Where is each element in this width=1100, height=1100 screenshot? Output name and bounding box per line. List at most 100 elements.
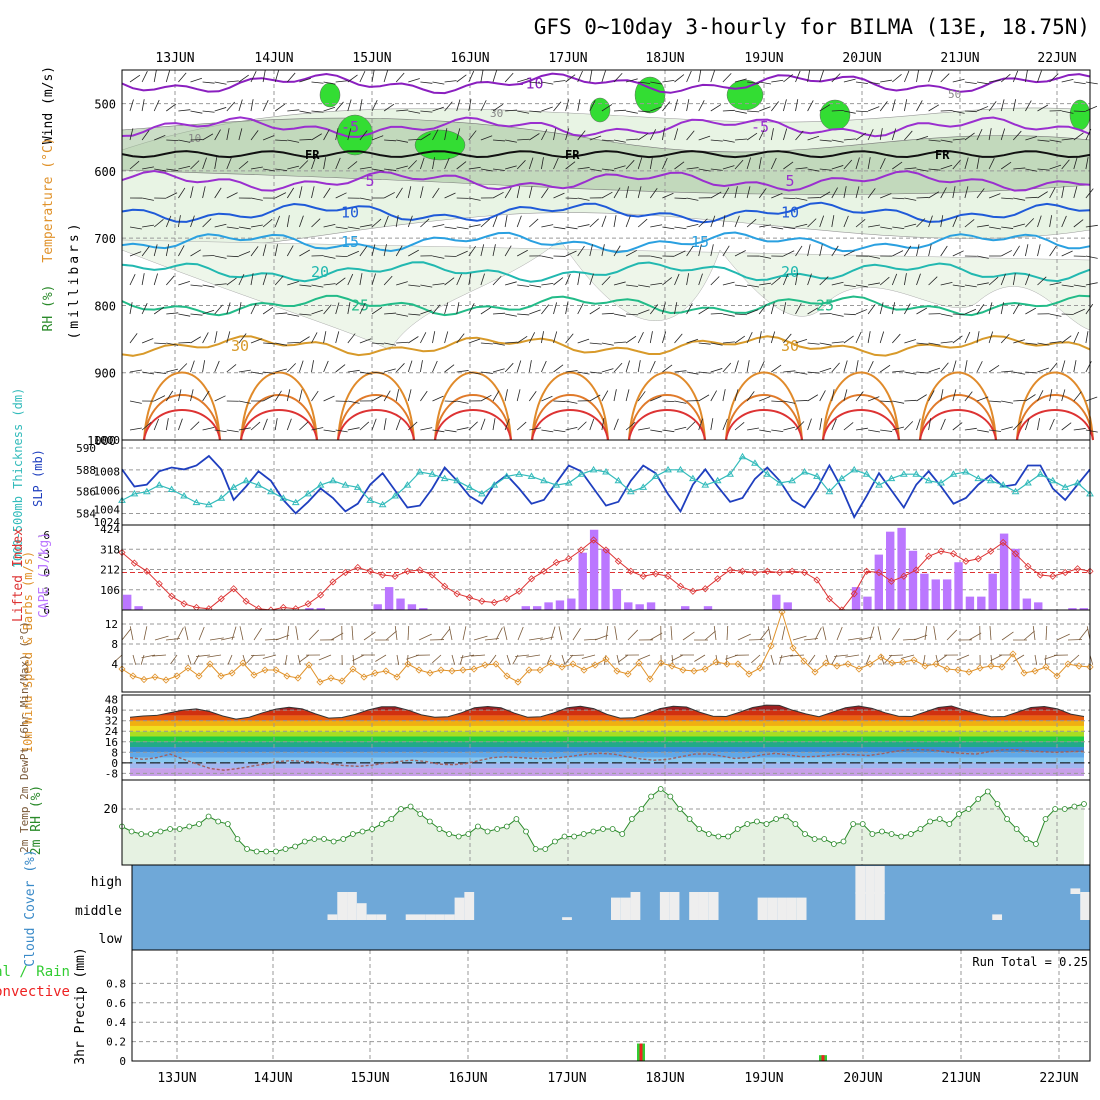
wind-barb	[299, 186, 303, 199]
bottom-date-label: 18JUN	[645, 1071, 684, 1086]
wind-barb	[165, 244, 170, 257]
wind-barb-10m	[581, 654, 596, 659]
wind-barb	[662, 331, 667, 344]
wind-barb	[613, 341, 626, 344]
wind-barb	[904, 130, 913, 141]
wind-barb	[662, 400, 675, 403]
rh-point	[869, 831, 876, 837]
wind-barb	[843, 250, 855, 257]
cape-bar	[567, 598, 576, 610]
ytick-right: 106	[100, 584, 120, 597]
wind-barb	[698, 371, 711, 374]
lifted-index-point	[602, 546, 610, 554]
lifted-index-point	[552, 558, 560, 567]
wind-barb	[1049, 282, 1062, 286]
thickness-point	[552, 481, 561, 488]
wind-barb-10m	[394, 626, 398, 641]
wind-barb	[577, 99, 581, 112]
wind-barb	[371, 418, 377, 431]
wind-barb	[1000, 302, 1005, 315]
wind-barb	[286, 72, 296, 83]
wind-barb	[1037, 367, 1049, 373]
ylabel-rh: RH (%)	[41, 285, 56, 332]
bottom-date-label: 13JUN	[157, 1071, 196, 1086]
wind-barb	[347, 128, 352, 141]
cape-bar	[851, 587, 861, 610]
wind-barb	[528, 360, 532, 373]
wind-barb	[226, 331, 231, 344]
wind-barb	[250, 197, 263, 201]
thickness-point	[540, 476, 548, 484]
ytick-left: -3	[37, 548, 50, 561]
plot-background	[122, 610, 1090, 692]
lifted-index-point	[242, 597, 250, 605]
wind-barb	[528, 186, 533, 199]
wind-barb	[964, 284, 977, 288]
cloud-middle-bar	[356, 903, 367, 920]
wind-barb	[746, 218, 757, 228]
thickness-point	[962, 468, 970, 475]
wind-barb	[504, 187, 512, 199]
wind-speed-point	[591, 661, 599, 669]
wind-barb	[613, 165, 626, 170]
wind-barb	[892, 226, 905, 230]
wind-barb	[141, 421, 152, 431]
wind-barb	[359, 166, 372, 170]
thickness-point	[366, 496, 375, 503]
wind-barb	[565, 427, 578, 431]
precip-ylabels: 3hr Precip (mm) Total / Rain Total / Rai…	[0, 947, 88, 1064]
wind-barb	[964, 360, 968, 373]
wind-barb	[880, 79, 893, 83]
thickness-point	[999, 481, 1008, 488]
wind-barb-10m	[572, 628, 581, 641]
wind-barb	[335, 364, 346, 373]
lifted-index-point	[751, 568, 759, 577]
thickness-point	[664, 465, 672, 473]
wind-barb-10m	[1001, 631, 1014, 641]
wind-barb	[892, 161, 903, 170]
wind-barb	[807, 371, 820, 374]
wind-barb	[1085, 303, 1094, 315]
rh-point	[667, 793, 674, 800]
wind-barb	[226, 192, 238, 199]
isotherm-surface-line	[240, 371, 318, 441]
wind-barb	[420, 110, 433, 113]
wind-barb	[553, 400, 566, 402]
wind-barb	[613, 109, 626, 112]
wind-barb	[263, 371, 276, 374]
wind-barb	[226, 101, 236, 112]
wind-barb-10m	[517, 626, 524, 641]
wind-barb	[843, 360, 848, 373]
wind-barb	[287, 165, 300, 170]
wind-barb	[686, 167, 699, 170]
wind-barb-10m	[726, 625, 729, 641]
wind-barb-10m	[1023, 630, 1035, 641]
wind-barb	[589, 394, 601, 402]
cape-bar	[772, 594, 781, 610]
wind-barb	[747, 110, 760, 113]
wind-barb	[747, 284, 759, 288]
wind-barb	[444, 302, 449, 315]
wind-barb	[807, 273, 812, 286]
wind-barb	[649, 331, 653, 344]
thickness-point	[329, 476, 337, 484]
wind-barb	[504, 245, 512, 257]
wind-barb-10m	[318, 654, 332, 661]
rh-point	[859, 821, 866, 827]
wind-barb	[867, 361, 874, 373]
wind-barb	[843, 313, 856, 316]
wind-barb	[432, 429, 445, 433]
wind-speed-point	[503, 672, 511, 680]
wind-barb	[311, 309, 323, 315]
wind-barb	[250, 338, 263, 344]
ytick-label: middle	[75, 904, 122, 919]
wind-barb-10m	[526, 654, 541, 658]
ytick-label: 32	[105, 715, 118, 728]
thickness-point	[155, 481, 164, 488]
cloud-middle-bar	[757, 897, 768, 920]
wind-barb	[456, 74, 467, 83]
wind-speed-point	[767, 642, 775, 650]
cape-bar	[134, 606, 143, 610]
isotherm-label: 10	[781, 204, 799, 222]
wind-barb	[625, 186, 629, 199]
